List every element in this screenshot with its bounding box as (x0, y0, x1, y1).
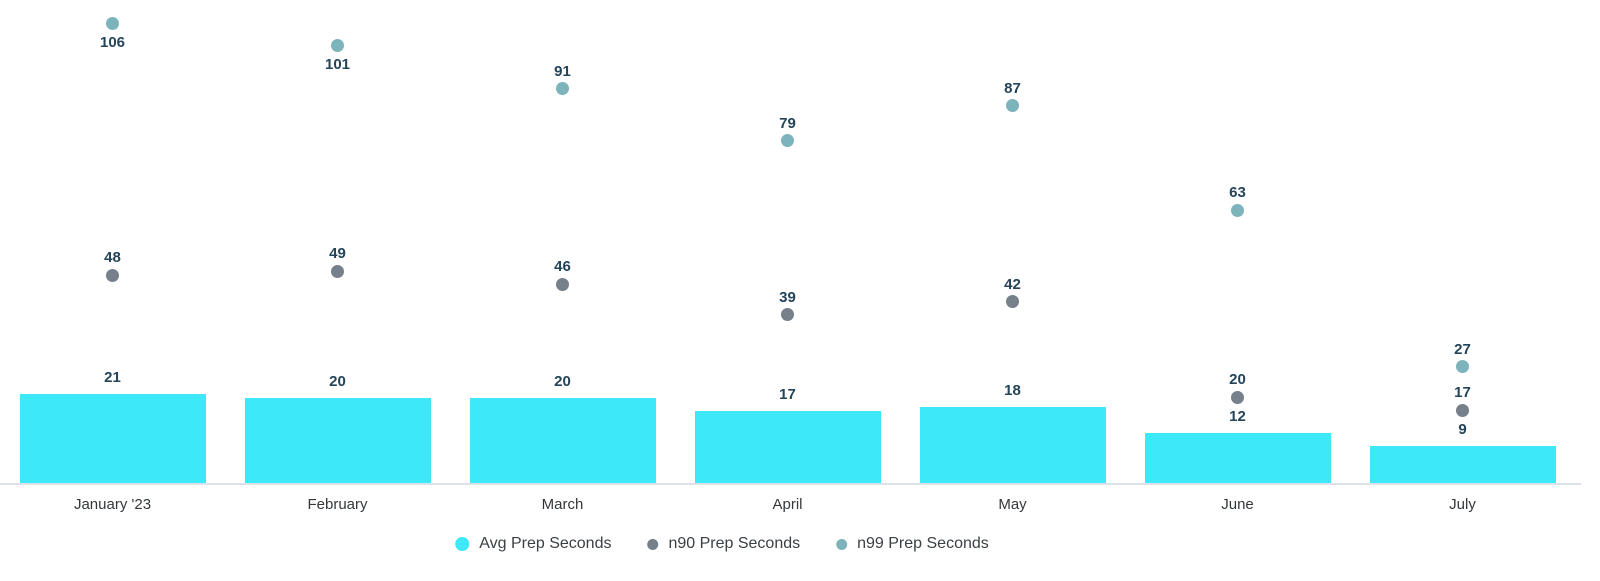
n90-value-label: 17 (1454, 384, 1471, 402)
n90-dot[interactable] (331, 264, 344, 278)
avg-bar[interactable] (694, 411, 881, 485)
n99-value-label: 79 (779, 114, 796, 132)
n99-dot[interactable] (1456, 360, 1469, 374)
legend-label: Avg Prep Seconds (479, 535, 612, 552)
n90-value-label: 46 (554, 258, 571, 276)
n90-value-label: 39 (779, 288, 796, 306)
n90-dot[interactable] (1456, 403, 1469, 417)
avg-bar[interactable] (1144, 432, 1331, 485)
n99-dot[interactable] (1231, 203, 1244, 217)
n99-dot[interactable] (331, 38, 344, 52)
n90-dot[interactable] (556, 277, 569, 291)
x-axis-label: February (307, 496, 368, 513)
legend-item-n99-prep-seconds[interactable]: n99 Prep Seconds (836, 535, 989, 553)
avg-bar[interactable] (244, 398, 431, 485)
bar-value-label: 12 (1229, 407, 1246, 425)
legend-item-avg-prep-seconds[interactable]: Avg Prep Seconds (455, 535, 611, 553)
n99-value-label: 101 (324, 56, 351, 74)
x-axis-label: January '23 (73, 496, 152, 513)
legend-item-n90-prep-seconds[interactable]: n90 Prep Seconds (647, 535, 800, 553)
bar-value-label: 9 (1458, 420, 1467, 438)
bar-value-label: 17 (779, 386, 796, 404)
avg-bar[interactable] (1369, 445, 1556, 485)
n99-value-label: 87 (1004, 79, 1021, 97)
bar-value-label: 21 (104, 368, 121, 386)
n90-dot[interactable] (106, 268, 119, 282)
n90-value-label: 20 (1229, 371, 1246, 389)
n99-value-label: 27 (1454, 340, 1471, 358)
n99-value-label: 91 (554, 62, 571, 80)
avg-prep-seconds-swatch-icon (455, 537, 470, 551)
x-axis-label: May (998, 496, 1027, 513)
bar-value-label: 20 (554, 373, 571, 391)
n99-prep-seconds-swatch-icon (836, 538, 848, 550)
n90-dot[interactable] (1006, 295, 1019, 308)
legend-label: n90 Prep Seconds (668, 535, 801, 552)
n90-value-label: 49 (329, 245, 346, 263)
x-axis-label: June (1221, 496, 1254, 513)
legend-label: n99 Prep Seconds (857, 535, 989, 552)
x-axis-label: July (1449, 496, 1476, 513)
n99-dot[interactable] (556, 82, 569, 96)
n99-value-label: 106 (99, 34, 126, 52)
avg-bar[interactable] (19, 393, 206, 485)
n90-value-label: 48 (104, 249, 121, 267)
n99-value-label: 63 (1229, 184, 1246, 202)
avg-bar[interactable] (469, 398, 656, 485)
chart-legend: Avg Prep Seconds n90 Prep Seconds n99 Pr… (455, 535, 989, 553)
n90-dot[interactable] (781, 308, 794, 322)
n99-dot[interactable] (106, 16, 119, 30)
n99-dot[interactable] (781, 134, 794, 148)
chart-plot-area: 21 48 106 January '23 20 49 101 February 20 46 91 M… (19, 16, 1556, 513)
bar-value-label: 18 (1004, 381, 1021, 399)
n90-value-label: 42 (1004, 275, 1021, 293)
x-axis-label: April (772, 496, 803, 513)
avg-bar[interactable] (919, 406, 1106, 485)
n99-dot[interactable] (1006, 99, 1019, 113)
bar-value-label: 20 (329, 373, 346, 391)
n90-dot[interactable] (1231, 390, 1244, 404)
n90-prep-seconds-swatch-icon (647, 538, 659, 550)
x-axis-line (0, 483, 1581, 485)
x-axis-label: March (541, 496, 584, 513)
